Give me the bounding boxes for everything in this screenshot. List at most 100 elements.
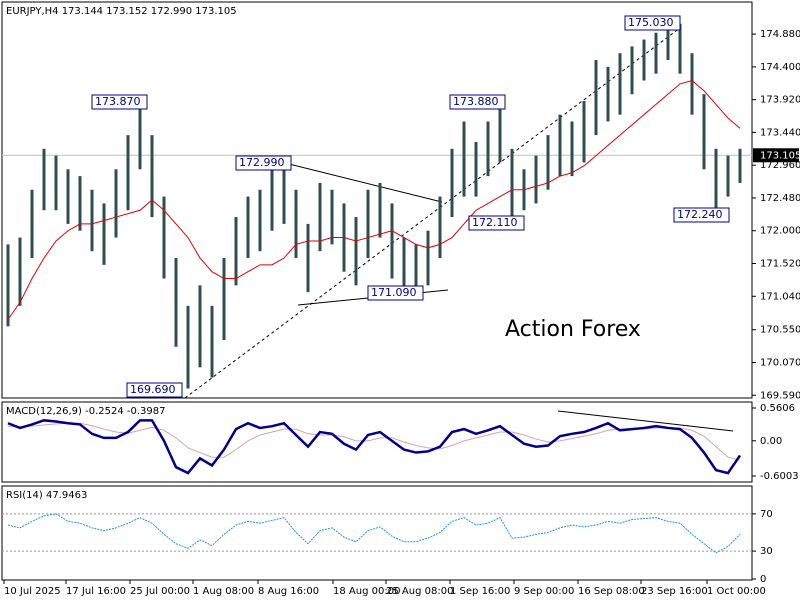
price-bar — [42, 148, 46, 211]
price-bar — [102, 203, 106, 265]
annotation: 169.690 — [130, 383, 176, 396]
x-tick-label: 1 Sep 16:00 — [450, 586, 510, 597]
macd-line — [7, 419, 742, 475]
y-tick-label: 173.440 — [760, 127, 800, 138]
y-tick-label: 171.520 — [760, 258, 800, 269]
price-bar — [294, 189, 298, 259]
annotation: 172.110 — [472, 216, 518, 229]
x-tick-label: 18 Aug 00:00 — [333, 586, 400, 597]
price-bar — [450, 148, 454, 218]
annotation: 175.030 — [628, 16, 674, 29]
y-tick-label: -0.6003 — [760, 471, 799, 482]
price-bar — [54, 155, 58, 211]
price-bar — [114, 169, 118, 238]
price-bar — [666, 25, 670, 61]
price-bar — [78, 176, 82, 231]
price-bar — [558, 114, 562, 177]
annotation: 173.870 — [95, 95, 141, 108]
watermark: Action Forex — [505, 317, 641, 342]
annotation-box — [624, 15, 681, 31]
price-bar — [678, 23, 682, 74]
annotation: 171.090 — [371, 286, 417, 299]
price-bar — [318, 182, 322, 252]
price-bar — [30, 189, 34, 259]
price-bar — [474, 141, 478, 197]
y-tick-label: 174.400 — [760, 62, 800, 73]
price-bar — [702, 94, 706, 170]
y-tick-label: 174.880 — [760, 29, 800, 40]
price-bar — [258, 189, 262, 252]
last-price-label: 173.105 — [760, 150, 800, 161]
y-tick-label: 30 — [760, 546, 773, 557]
annotation-box — [673, 207, 730, 223]
price-bar — [402, 237, 406, 293]
price-bar — [498, 102, 502, 163]
panel-title: MACD(12,26,9) -0.2524 -0.3987 — [6, 406, 166, 417]
y-tick-label: 169.590 — [760, 390, 800, 401]
price-bar — [354, 217, 358, 286]
annotation-box — [126, 382, 183, 398]
price-bar — [270, 169, 274, 231]
price-bar — [546, 135, 550, 190]
x-tick-label: 1 Aug 08:00 — [193, 586, 254, 597]
price-bar — [186, 305, 190, 389]
x-tick-label: 10 Jul 2025 — [4, 586, 61, 597]
last-price-box — [753, 148, 799, 163]
price-bar — [462, 121, 466, 197]
y-tick-label: 172.000 — [760, 226, 800, 237]
price-bar — [138, 103, 142, 170]
price-bar — [378, 182, 382, 238]
price-bar — [150, 135, 154, 218]
y-tick-label: 0 — [760, 574, 766, 585]
x-tick-label: 25 Aug 08:00 — [386, 586, 453, 597]
annotation-box — [449, 94, 506, 110]
price-bar — [426, 230, 430, 286]
y-tick-label: 172.960 — [760, 160, 800, 171]
price-bar — [66, 169, 70, 224]
panel-title: EURJPY,H4 173.144 173.152 172.990 173.10… — [6, 6, 237, 17]
price-bar — [162, 196, 166, 279]
annotation-box — [367, 285, 424, 301]
price-bar — [198, 285, 202, 368]
price-bar — [654, 32, 658, 74]
moving-average — [7, 79, 741, 320]
annotation-box — [235, 155, 292, 171]
price-bar — [534, 155, 538, 204]
y-tick-label: 172.480 — [760, 193, 800, 204]
x-tick-label: 23 Sep 16:00 — [641, 586, 708, 597]
price-bar — [726, 155, 730, 197]
rsi-panel — [1, 485, 753, 581]
y-tick-label: 173.920 — [760, 95, 800, 106]
annotation: 172.240 — [677, 208, 723, 221]
price-bar — [246, 196, 250, 259]
price-bar — [486, 121, 490, 177]
price-bar — [414, 244, 418, 293]
price-bar — [174, 258, 178, 347]
x-tick-label: 17 Jul 16:00 — [66, 586, 126, 597]
price-bar — [630, 46, 634, 95]
price-bar — [6, 244, 10, 327]
trendline — [184, 27, 681, 399]
y-tick-label: 170.550 — [760, 325, 800, 336]
annotation-box — [91, 94, 148, 110]
trendline — [557, 410, 734, 432]
price-bar — [210, 305, 214, 378]
price-bar — [366, 189, 370, 259]
y-tick-label: 0.5606 — [760, 403, 795, 414]
price-bar — [510, 148, 514, 224]
price-bar — [618, 53, 622, 115]
price-bar — [438, 196, 442, 259]
price-bar — [582, 101, 586, 163]
y-tick-label: 0.00 — [760, 436, 782, 447]
price-bar — [90, 189, 94, 252]
x-tick-label: 9 Sep 00:00 — [514, 586, 574, 597]
y-tick-label: 170.070 — [760, 357, 800, 368]
x-tick-label: 8 Aug 16:00 — [258, 586, 319, 597]
price-bar — [330, 189, 334, 245]
annotation: 173.880 — [453, 95, 499, 108]
x-tick-label: 1 Oct 00:00 — [707, 586, 766, 597]
price-bar — [282, 163, 286, 224]
x-tick-label: 16 Sep 08:00 — [578, 586, 645, 597]
price-bar — [390, 203, 394, 279]
